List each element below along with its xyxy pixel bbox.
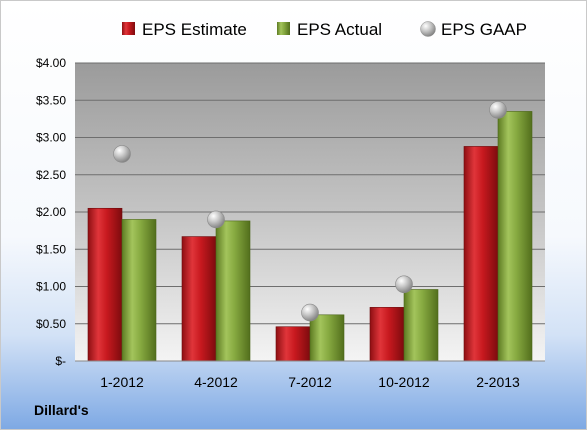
bar-eps-actual	[215, 220, 251, 362]
y-tick-label: $4.00	[36, 56, 66, 70]
bar-eps-actual	[121, 219, 157, 362]
x-tick-label: 4-2012	[194, 374, 238, 390]
y-axis-ticks: $- $0.50 $1.00 $1.50 $2.00 $2.50 $3.00 $3.50 $4.…	[36, 56, 66, 368]
bar-eps-estimate	[369, 307, 405, 362]
y-tick-label: $2.00	[36, 205, 66, 219]
company-label: Dillard's	[34, 402, 89, 418]
y-tick-label: $3.00	[36, 131, 66, 145]
x-tick-label: 2-2013	[476, 374, 520, 390]
legend-swatch	[122, 22, 135, 35]
x-tick-label: 1-2012	[100, 374, 144, 390]
y-tick-label: $1.50	[36, 242, 66, 256]
legend-label: EPS Actual	[297, 20, 382, 39]
bar-eps-estimate	[87, 207, 123, 362]
legend-swatch	[277, 22, 290, 35]
x-tick-label: 7-2012	[288, 374, 332, 390]
y-tick-label: $-	[55, 354, 66, 368]
bar-eps-actual	[497, 111, 533, 362]
y-tick-label: $2.50	[36, 168, 66, 182]
x-axis-ticks: 1-2012 4-2012 7-2012 10-2012 2-2013	[100, 374, 520, 390]
bar-eps-actual	[309, 314, 345, 362]
gaap-markers	[113, 101, 507, 322]
legend-swatch	[420, 21, 436, 37]
bar-eps-estimate	[181, 236, 217, 362]
marker-eps-gaap	[207, 210, 225, 229]
marker-eps-gaap	[113, 145, 131, 163]
y-tick-label: $0.50	[36, 317, 66, 331]
marker-eps-gaap	[301, 303, 319, 322]
legend-label: EPS GAAP	[441, 20, 527, 39]
bar-eps-estimate	[275, 326, 311, 362]
marker-eps-gaap	[489, 101, 507, 119]
x-tick-label: 10-2012	[378, 374, 430, 390]
legend-label: EPS Estimate	[142, 20, 247, 39]
bar-eps-actual	[403, 289, 439, 362]
marker-eps-gaap	[395, 275, 413, 294]
bar-eps-estimate	[463, 146, 499, 362]
y-tick-label: $1.00	[36, 280, 66, 294]
bars	[87, 111, 533, 362]
legend: EPS Estimate EPS Actual EPS GAAP	[122, 20, 527, 39]
y-tick-label: $3.50	[36, 93, 66, 107]
